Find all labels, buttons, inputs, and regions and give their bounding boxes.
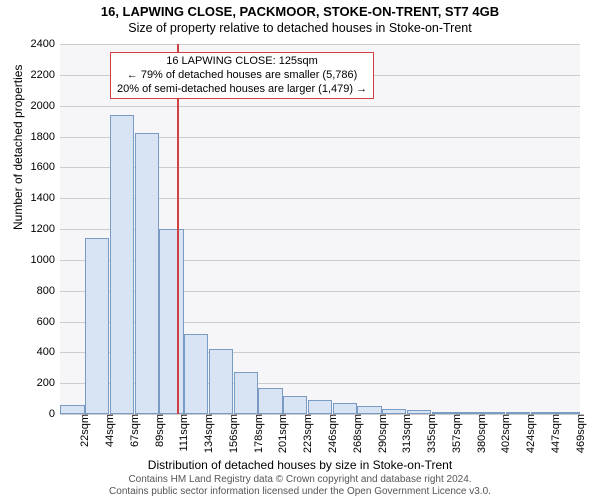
x-tick-label: 402sqm [497,414,512,453]
histogram-bar [357,406,381,414]
gridline [60,106,580,107]
histogram-bar [60,405,84,414]
histogram-bar [85,238,109,414]
y-tick-label: 0 [49,408,60,420]
histogram-bar [308,400,332,414]
y-tick-label: 1600 [31,161,60,173]
x-tick-label: 201sqm [274,414,289,453]
x-tick-label: 111sqm [175,414,190,452]
gridline [60,44,580,45]
footer-line-2: Contains public sector information licen… [0,486,600,498]
x-tick-label: 335sqm [423,414,438,453]
y-tick-label: 2200 [31,69,60,81]
y-tick-label: 600 [37,316,60,328]
y-tick-label: 1800 [31,131,60,143]
x-tick-label: 380sqm [473,414,488,453]
x-tick-label: 67sqm [126,414,141,447]
y-tick-label: 1000 [31,254,60,266]
chart-title-address: 16, LAPWING CLOSE, PACKMOOR, STOKE-ON-TR… [0,0,600,19]
histogram-bar [283,396,307,415]
histogram-bar [110,115,134,414]
footer-line-1: Contains HM Land Registry data © Crown c… [0,474,600,486]
x-tick-label: 44sqm [101,414,116,447]
x-tick-label: 246sqm [324,414,339,453]
histogram-bar [159,229,183,414]
x-tick-label: 447sqm [547,414,562,453]
x-tick-label: 223sqm [299,414,314,453]
y-tick-label: 200 [37,377,60,389]
plot-area: 16 LAPWING CLOSE: 125sqm ← 79% of detach… [60,44,580,414]
x-tick-label: 357sqm [448,414,463,453]
histogram-bar [234,372,258,414]
y-tick-label: 1400 [31,192,60,204]
x-tick-label: 424sqm [522,414,537,453]
x-tick-label: 134sqm [200,414,215,453]
x-tick-label: 268sqm [349,414,364,453]
footer-attribution: Contains HM Land Registry data © Crown c… [0,474,600,498]
y-tick-label: 2000 [31,100,60,112]
histogram-bar [135,133,159,414]
y-tick-label: 400 [37,346,60,358]
x-tick-label: 22sqm [76,414,91,447]
y-tick-label: 800 [37,285,60,297]
histogram-bar [258,388,282,414]
property-marker-line [177,44,179,414]
annotation-box: 16 LAPWING CLOSE: 125sqm ← 79% of detach… [110,52,374,99]
annotation-line-1: 16 LAPWING CLOSE: 125sqm [117,55,367,69]
x-tick-label: 290sqm [374,414,389,453]
y-axis-label: Number of detached properties [11,65,25,230]
x-tick-label: 156sqm [225,414,240,453]
x-tick-label: 89sqm [151,414,166,447]
x-tick-label: 469sqm [572,414,587,453]
histogram-bar [184,334,208,414]
histogram-bar [333,403,357,414]
histogram-bar [209,349,233,414]
annotation-line-2: ← 79% of detached houses are smaller (5,… [117,69,367,83]
y-tick-label: 1200 [31,223,60,235]
y-tick-label: 2400 [31,38,60,50]
chart-title-sub: Size of property relative to detached ho… [0,19,600,35]
x-axis-label: Distribution of detached houses by size … [0,458,600,472]
annotation-line-3: 20% of semi-detached houses are larger (… [117,83,367,97]
x-tick-label: 313sqm [398,414,413,453]
x-tick-label: 178sqm [250,414,265,453]
